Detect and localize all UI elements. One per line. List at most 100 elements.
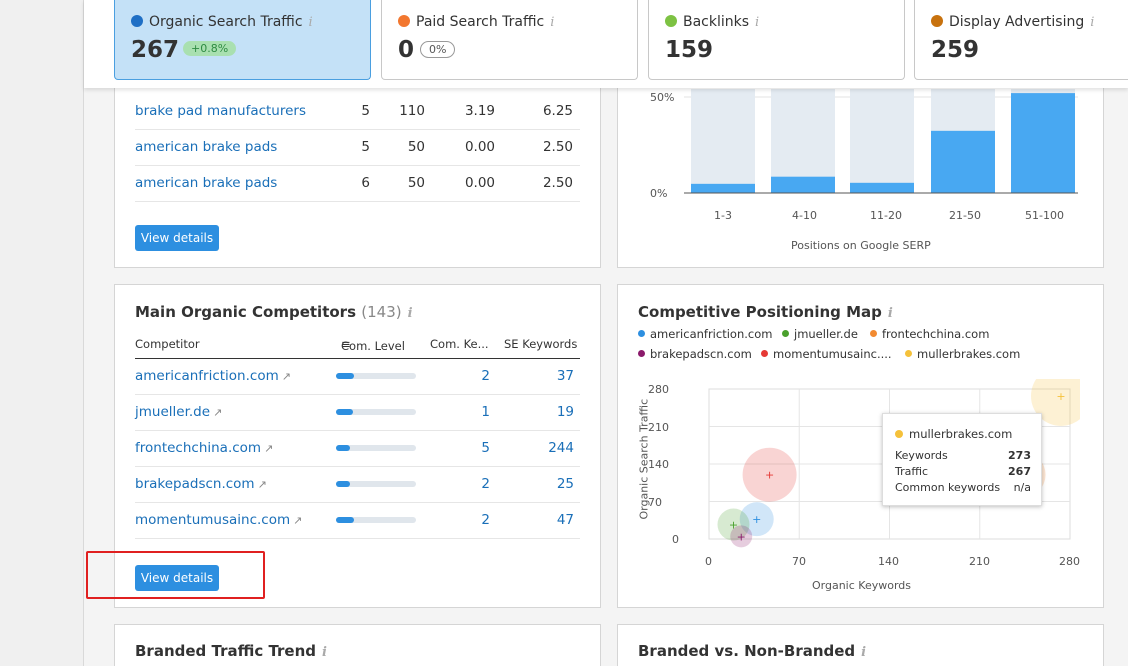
paid-dot-icon <box>398 15 410 27</box>
bubble <box>742 447 797 502</box>
title-text: Branded vs. Non-Branded <box>638 642 856 660</box>
y-tick-label: 140 <box>648 458 669 471</box>
legend-item[interactable]: momentumusainc.... <box>761 347 892 361</box>
title-text: Competitive Positioning Map <box>638 303 882 321</box>
info-icon[interactable]: i <box>861 645 867 660</box>
legend-item[interactable]: americanfriction.com <box>638 327 772 341</box>
metric-card-organic-traffic[interactable]: Organic Search Traffic i 267 +0.8% <box>114 0 371 80</box>
volume-value: 50 <box>407 139 425 155</box>
metric-card-paid-traffic[interactable]: Paid Search Traffic i 0 0% <box>381 0 638 80</box>
metric-card-display-advertising[interactable]: Display Advertising i 259 <box>914 0 1128 80</box>
col-com-level[interactable]: Com. Level ≡ <box>341 337 405 353</box>
metric-label: Backlinks <box>683 14 750 30</box>
metric-title: Paid Search Traffic i <box>398 14 554 30</box>
col-common-keywords[interactable]: Com. Ke... <box>430 337 489 351</box>
com-level-bar <box>336 481 416 487</box>
main-competitors-panel: Main Organic Competitors (143) i Competit… <box>114 284 601 608</box>
info-icon[interactable]: i <box>550 15 555 30</box>
com-level-fill <box>336 409 353 415</box>
chart-tooltip: mullerbrakes.com Keywords 273 Traffic 267 … <box>882 413 1042 506</box>
competitor-link[interactable]: brakepadscn.com ↗ <box>135 476 267 492</box>
x-tick-label: 70 <box>792 555 806 568</box>
bubble <box>739 502 774 537</box>
competitor-link[interactable]: jmueller.de ↗ <box>135 404 222 420</box>
panel-title: Main Organic Competitors (143) i <box>135 303 413 321</box>
bubble-center-marker: + <box>729 519 738 532</box>
bubble-center-marker: + <box>752 513 761 526</box>
common-keywords-link[interactable]: 5 <box>481 440 490 456</box>
legend-item[interactable]: frontechchina.com <box>870 327 989 341</box>
organic-dot-icon <box>131 15 143 27</box>
legend-item[interactable]: mullerbrakes.com <box>905 347 1020 361</box>
view-details-button[interactable]: View details <box>135 565 219 591</box>
competitor-name: jmueller.de <box>135 404 211 420</box>
competitor-link[interactable]: americanfriction.com ↗ <box>135 368 291 384</box>
info-icon[interactable]: i <box>1090 15 1095 30</box>
common-keywords-link[interactable]: 2 <box>481 368 490 384</box>
info-icon[interactable]: i <box>322 645 327 660</box>
view-details-button[interactable]: View details <box>135 225 219 251</box>
metrics-bar: Organic Search Traffic i 267 +0.8% Paid S… <box>84 0 1128 88</box>
panel-title: Branded Traffic Trend i <box>135 642 327 660</box>
tooltip-row: Traffic 267 <box>895 465 1031 478</box>
se-keywords-link[interactable]: 19 <box>556 404 574 420</box>
com-level-fill <box>336 373 355 379</box>
metric-value: 259 <box>931 37 980 63</box>
table-row: frontechchina.com ↗ 5 244 <box>135 431 580 467</box>
bubble-center-marker: + <box>765 469 774 482</box>
competitor-name: frontechchina.com <box>135 440 262 456</box>
keyword-link[interactable]: american brake pads <box>135 175 278 191</box>
title-text: Branded Traffic Trend <box>135 642 317 660</box>
common-keywords-link[interactable]: 2 <box>481 512 490 528</box>
tooltip-label: Traffic <box>895 465 929 478</box>
se-keywords-link[interactable]: 37 <box>556 368 574 384</box>
external-link-icon[interactable]: ↗ <box>264 442 274 455</box>
x-tick-label: 1-3 <box>714 209 732 222</box>
external-link-icon[interactable]: ↗ <box>257 478 267 491</box>
se-keywords-link[interactable]: 244 <box>548 440 574 456</box>
col-se-keywords[interactable]: SE Keywords <box>504 337 578 351</box>
keyword-link[interactable]: brake pad manufacturers <box>135 103 307 119</box>
se-keywords-link[interactable]: 25 <box>556 476 574 492</box>
y-tick-label: 280 <box>648 383 669 396</box>
metric-card-backlinks[interactable]: Backlinks i 159 <box>648 0 905 80</box>
competitor-link[interactable]: momentumusainc.com ↗ <box>135 512 302 528</box>
metric-title: Backlinks i <box>665 14 759 30</box>
info-icon[interactable]: i <box>887 306 893 321</box>
y-tick-label: 70 <box>648 496 662 509</box>
tooltip-value: 267 <box>1008 465 1031 478</box>
x-tick-label: 51-100 <box>1025 209 1064 222</box>
metric-value: 159 <box>665 37 714 63</box>
left-sidebar-strip <box>0 0 84 666</box>
competitor-link[interactable]: frontechchina.com ↗ <box>135 440 273 456</box>
competitor-name: brakepadscn.com <box>135 476 255 492</box>
x-tick-label: 21-50 <box>949 209 981 222</box>
volume-value: 110 <box>399 103 425 119</box>
col-competitor[interactable]: Competitor <box>135 337 200 351</box>
metric-label: Organic Search Traffic <box>149 14 303 30</box>
legend-dot-icon <box>782 330 789 337</box>
info-icon[interactable]: i <box>308 15 313 30</box>
highlight-box <box>86 551 265 599</box>
legend-item[interactable]: brakepadscn.com <box>638 347 752 361</box>
se-keywords-link[interactable]: 47 <box>556 512 574 528</box>
table-row: jmueller.de ↗ 1 19 <box>135 395 580 431</box>
common-keywords-link[interactable]: 1 <box>481 404 490 420</box>
metric-value: 267 <box>131 37 180 63</box>
tooltip-header: mullerbrakes.com <box>895 427 1012 441</box>
external-link-icon[interactable]: ↗ <box>293 514 303 527</box>
keyword-link[interactable]: american brake pads <box>135 139 278 155</box>
tooltip-row: Common keywords n/a <box>895 481 1031 494</box>
metric-value: 0 <box>398 37 415 63</box>
x-tick-label: 4-10 <box>792 209 817 222</box>
external-link-icon[interactable]: ↗ <box>213 406 223 419</box>
info-icon[interactable]: i <box>407 306 413 321</box>
metric-title: Display Advertising i <box>931 14 1094 30</box>
info-icon[interactable]: i <box>755 15 760 30</box>
common-keywords-link[interactable]: 2 <box>481 476 490 492</box>
legend-dot-icon <box>761 350 768 357</box>
legend-item[interactable]: jmueller.de <box>782 327 858 341</box>
external-link-icon[interactable]: ↗ <box>281 370 291 383</box>
x-tick-label: 0 <box>705 555 712 568</box>
bar <box>931 130 995 193</box>
